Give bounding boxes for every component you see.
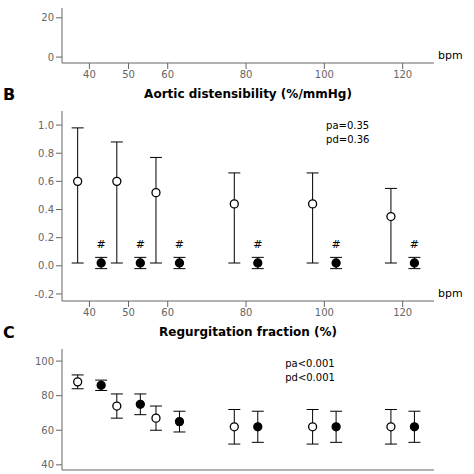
svg-text:#: # — [331, 238, 340, 251]
html-text:B: B — [3, 85, 16, 104]
svg-text:80: 80 — [240, 307, 253, 318]
svg-text:50: 50 — [122, 307, 135, 318]
svg-text:60: 60 — [161, 69, 174, 80]
html-text:pa=0.35 pd=0.36: pa=0.35 pd=0.36 — [326, 120, 370, 145]
svg-text:40: 40 — [83, 307, 96, 318]
svg-text:120: 120 — [393, 69, 412, 80]
svg-text:0.4: 0.4 — [38, 204, 54, 215]
svg-text:20: 20 — [41, 12, 54, 23]
svg-text:#: # — [97, 238, 106, 251]
svg-text:50: 50 — [122, 69, 135, 80]
html-text:C: C — [3, 323, 15, 342]
svg-text:60: 60 — [41, 425, 54, 436]
svg-text:0.6: 0.6 — [38, 176, 54, 187]
svg-text:0: 0 — [48, 52, 54, 63]
svg-text:100: 100 — [315, 307, 334, 318]
svg-text:#: # — [136, 238, 145, 251]
svg-text:#: # — [253, 238, 262, 251]
html-text:pa<0.001 pd<0.001: pa<0.001 pd<0.001 — [285, 358, 335, 383]
svg-text:80: 80 — [41, 390, 54, 401]
html-text:Aortic distensibility (%/mmHg): Aortic distensibility (%/mmHg) — [144, 87, 352, 101]
html-text:bpm: bpm — [438, 49, 463, 62]
html-text:bpm: bpm — [438, 287, 463, 300]
html-text:Regurgitation fraction (%): Regurgitation fraction (%) — [159, 325, 337, 339]
svg-text:100: 100 — [315, 69, 334, 80]
svg-text:40: 40 — [41, 459, 54, 470]
svg-text:80: 80 — [240, 69, 253, 80]
svg-text:60: 60 — [161, 307, 174, 318]
svg-text:1.0: 1.0 — [38, 120, 54, 131]
svg-text:120: 120 — [393, 307, 412, 318]
svg-text:#: # — [175, 238, 184, 251]
svg-text:0.0: 0.0 — [38, 260, 54, 271]
svg-text:100: 100 — [35, 356, 54, 367]
svg-text:0.8: 0.8 — [38, 148, 54, 159]
svg-text:#: # — [410, 238, 419, 251]
svg-text:-0.2: -0.2 — [34, 289, 54, 300]
svg-text:40: 40 — [83, 69, 96, 80]
svg-text:0.2: 0.2 — [38, 232, 54, 243]
